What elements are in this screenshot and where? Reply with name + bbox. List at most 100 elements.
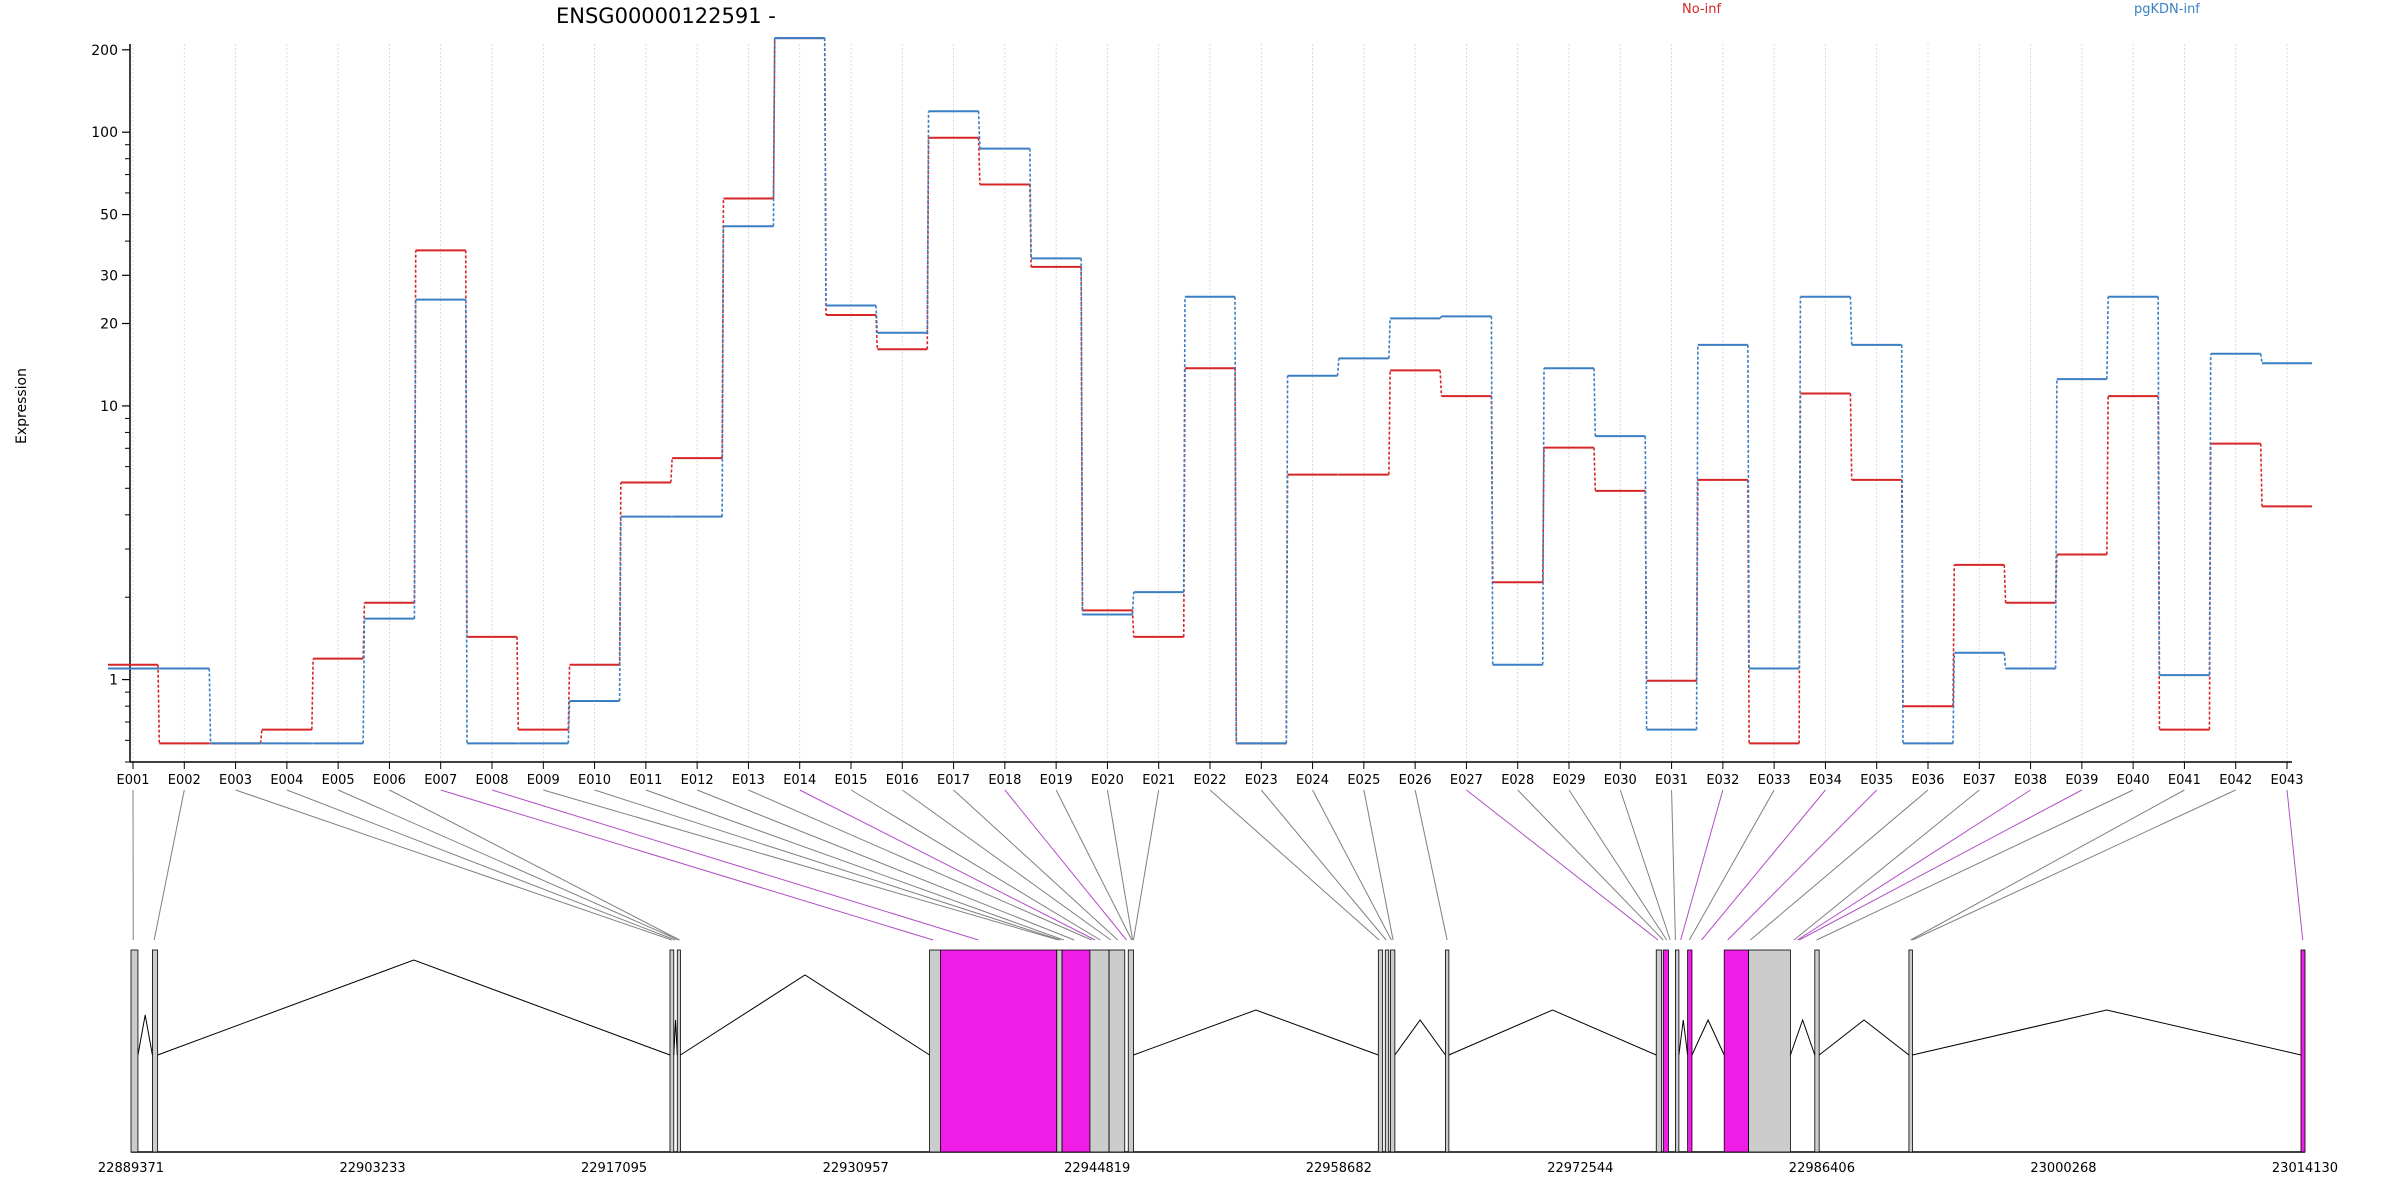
intron-line: [157, 959, 671, 1056]
exon-block: [676, 949, 681, 1153]
exon-label-e035: E035: [1860, 773, 1893, 788]
series-connector: [823, 38, 827, 306]
exon-block: [1662, 949, 1669, 1153]
coordinate-label: 22889371: [98, 1161, 164, 1176]
series-connector: [1234, 368, 1238, 744]
exon-block: [1127, 949, 1134, 1153]
connector-e018: [1004, 789, 1127, 941]
exon-label-e025: E025: [1347, 773, 1380, 788]
exon-label-e032: E032: [1706, 773, 1739, 788]
exon-block: [1089, 949, 1110, 1153]
y-axis: 1 10 20 30 50 100 200: [91, 43, 131, 763]
connector-e008: [491, 789, 979, 941]
series-connector: [1849, 393, 1853, 480]
connector-e016: [901, 789, 1112, 941]
series-connector: [516, 636, 520, 730]
connector-e013: [748, 789, 1092, 941]
series-connector: [2259, 443, 2263, 507]
series-connector: [311, 658, 314, 730]
series-connector: [362, 618, 366, 744]
exon-label-e010: E010: [578, 773, 611, 788]
series-pgkdn-inf: [108, 37, 2312, 745]
series-connector: [1080, 258, 1084, 615]
series-connector: [1593, 447, 1597, 491]
y-tick-label: 10: [100, 399, 118, 415]
connector-e040: [1816, 789, 2134, 941]
exon-label-e013: E013: [732, 773, 765, 788]
intron-line: [1691, 1018, 1725, 1056]
exon-connector-lines: [132, 789, 2304, 941]
exon-block: [1377, 949, 1384, 1153]
series-connector: [1952, 652, 1956, 744]
exon-label-e028: E028: [1501, 773, 1534, 788]
exon-label-e003: E003: [219, 773, 252, 788]
intron-line: [1448, 1009, 1657, 1056]
series-connector: [1182, 368, 1186, 637]
series-connector: [1131, 592, 1135, 615]
series-lines: [108, 37, 2312, 745]
series-connector: [618, 516, 622, 702]
series-connector: [1182, 296, 1186, 593]
gene-model: [130, 949, 2306, 1153]
exon-label-e004: E004: [270, 773, 303, 788]
exon-label-e031: E031: [1655, 773, 1688, 788]
series-connector: [1952, 564, 1956, 707]
exon-label-e027: E027: [1450, 773, 1483, 788]
series-connector: [1131, 610, 1135, 637]
exon-label-e014: E014: [783, 773, 816, 788]
coordinate-label: 22917095: [581, 1161, 647, 1176]
connector-e021: [1132, 789, 1160, 941]
series-connector: [1490, 316, 1494, 665]
series-connector: [2106, 296, 2109, 380]
exon-block: [1056, 949, 1063, 1153]
exon-label-e037: E037: [1963, 773, 1996, 788]
exon-block: [940, 949, 1058, 1153]
exon-label-e026: E026: [1399, 773, 1432, 788]
exon-label-e018: E018: [988, 773, 1021, 788]
coordinate-label: 22958682: [1306, 1161, 1372, 1176]
series-connector: [1439, 315, 1443, 319]
connector-e022: [1209, 789, 1380, 941]
exon-block: [1390, 949, 1396, 1153]
y-axis-label: Expression: [14, 368, 30, 444]
series-connector: [1900, 344, 1904, 744]
exon-block: [1723, 949, 1750, 1153]
connector-e009: [543, 789, 1059, 941]
exon-block: [929, 949, 941, 1153]
y-tick-label: 100: [91, 125, 118, 141]
connector-e020: [1106, 789, 1134, 941]
connector-e032: [1680, 789, 1724, 941]
series-connector: [2054, 379, 2058, 669]
exon-label-e009: E009: [527, 773, 560, 788]
connector-e039: [1798, 789, 2083, 941]
connector-e007: [440, 789, 934, 941]
exon-block: [669, 949, 675, 1153]
chart-title: ENSG00000122591 -: [556, 4, 776, 28]
connector-e043: [2286, 789, 2304, 941]
connector-e012: [696, 789, 1075, 941]
series-connector: [464, 250, 468, 637]
exon-label-e024: E024: [1296, 773, 1329, 788]
genomic-coordinate-axis: 22889371 22903233 22917095 22930957 22944819…: [98, 1161, 2338, 1176]
series-connector: [721, 198, 725, 459]
connector-e031: [1671, 789, 1676, 941]
exon-block: [1108, 949, 1126, 1153]
series-connector: [1541, 368, 1545, 665]
connector-e003: [235, 789, 672, 941]
exon-label-e016: E016: [886, 773, 919, 788]
series-connector: [977, 137, 981, 185]
series-connector: [1593, 368, 1597, 437]
series-connector: [2259, 353, 2263, 364]
exon-block: [1687, 949, 1693, 1153]
connector-e014: [799, 789, 1096, 941]
exon-block: [1061, 949, 1091, 1153]
series-connector: [1234, 296, 1238, 744]
series-connector: [1849, 296, 1853, 345]
exon-label-e005: E005: [322, 773, 355, 788]
exon-label-e007: E007: [424, 773, 457, 788]
intron-line: [137, 1014, 153, 1056]
series-connector: [1798, 296, 1802, 669]
coordinate-label: 22986406: [1789, 1161, 1855, 1176]
exon-label-e015: E015: [834, 773, 867, 788]
